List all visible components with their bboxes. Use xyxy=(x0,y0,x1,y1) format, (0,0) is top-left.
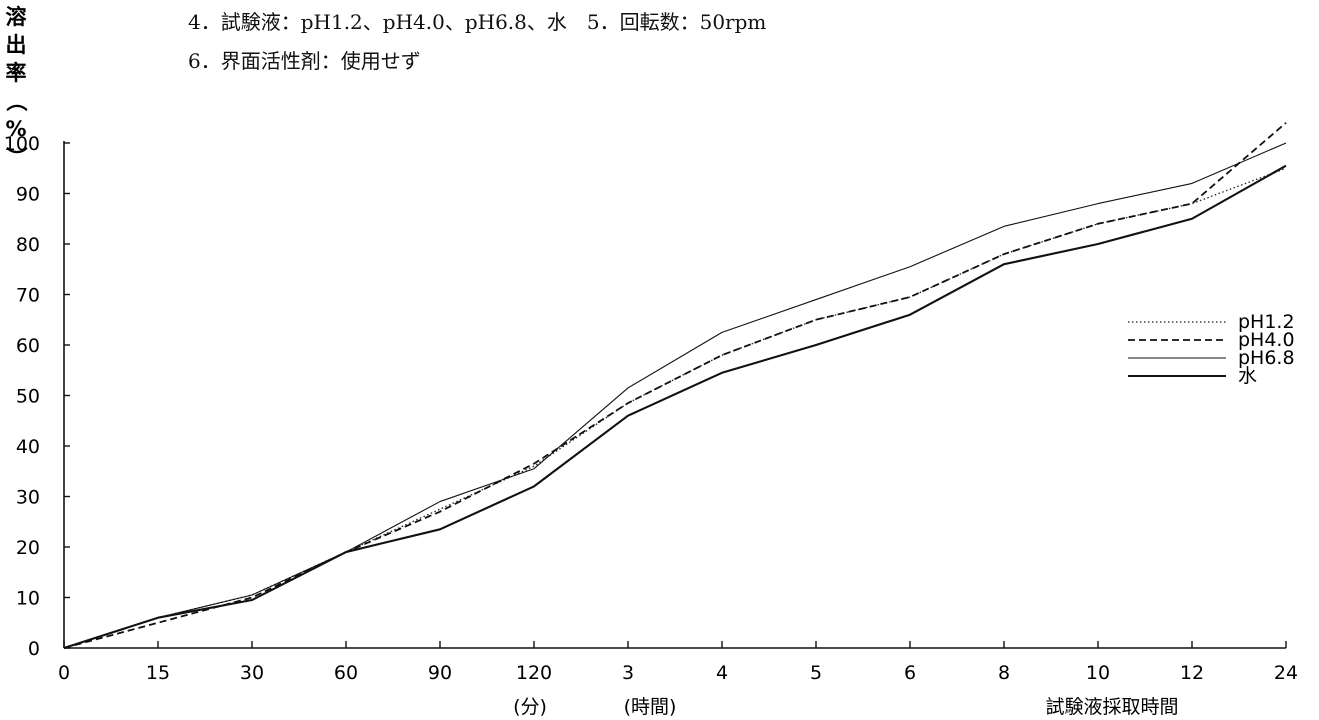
y-axis-label-char: % xyxy=(5,117,26,141)
y-axis-label: 溶出率 （% ） xyxy=(4,5,28,168)
x-unit-label: (分) xyxy=(513,696,547,718)
x-unit-labels: (分) (時間) xyxy=(513,696,676,718)
x-tick-label: 24 xyxy=(1274,662,1298,684)
y-axis-label-char: 出 xyxy=(6,33,27,57)
series-line-pH6.8 xyxy=(63,142,1287,649)
x-tick-label: 30 xyxy=(240,662,264,684)
y-tick-label: 40 xyxy=(16,436,40,458)
x-tick-labels: 0 15 30 60 90 120 3 4 5 6 8 10 12 24 xyxy=(58,662,1298,684)
y-tick-label: 30 xyxy=(16,487,40,509)
legend-label: pH4.0 xyxy=(1238,329,1295,351)
legend-label: pH6.8 xyxy=(1238,347,1295,369)
condition-line-2: 6．界面活性剤：使用せず xyxy=(188,49,421,73)
x-tick-label: 120 xyxy=(516,662,552,684)
legend-label: pH1.2 xyxy=(1238,311,1295,333)
y-tick-label: 90 xyxy=(16,184,40,206)
y-tick-label: 60 xyxy=(16,335,40,357)
x-unit-label: (時間) xyxy=(624,696,677,718)
y-tick-label: 100 xyxy=(4,133,40,155)
y-axis-label-char: ） xyxy=(4,147,28,168)
y-tick-label: 20 xyxy=(16,537,40,559)
x-tick-label: 10 xyxy=(1086,662,1110,684)
series-line-pH4.0 xyxy=(63,122,1287,649)
x-axis-title: 試験液採取時間 xyxy=(1045,696,1178,718)
x-tick-label: 3 xyxy=(622,662,634,684)
x-tick-label: 8 xyxy=(998,662,1010,684)
y-tick-label: 80 xyxy=(16,234,40,256)
y-axis-label-char: 溶 xyxy=(6,5,27,29)
x-tick-label: 15 xyxy=(146,662,170,684)
x-tick-label: 5 xyxy=(810,662,822,684)
x-tick-label: 0 xyxy=(58,662,70,684)
y-tick-label: 10 xyxy=(16,588,40,610)
y-axis-label-char: 率 xyxy=(6,61,27,85)
x-tick-label: 4 xyxy=(716,662,728,684)
series-line-pH1.2 xyxy=(63,167,1287,649)
series-line-水 xyxy=(63,164,1287,649)
legend-label: 水 xyxy=(1238,365,1257,387)
y-tick-label: 50 xyxy=(16,386,40,408)
y-tick-label: 70 xyxy=(16,285,40,307)
y-axis-label-char: （ xyxy=(4,91,28,112)
condition-line-1: 4．試験液：pH1.2、pH4.0、pH6.8、水 5．回転数：50rpm xyxy=(188,10,767,34)
y-tick-label: 0 xyxy=(28,638,40,660)
axes xyxy=(63,141,1287,649)
x-tick-label: 90 xyxy=(428,662,452,684)
series-lines xyxy=(63,122,1287,649)
x-tick-label: 6 xyxy=(904,662,916,684)
y-tick-labels: 0 10 20 30 40 50 60 70 80 90 100 xyxy=(4,133,40,660)
x-tick-label: 12 xyxy=(1180,662,1204,684)
x-tick-label: 60 xyxy=(334,662,358,684)
